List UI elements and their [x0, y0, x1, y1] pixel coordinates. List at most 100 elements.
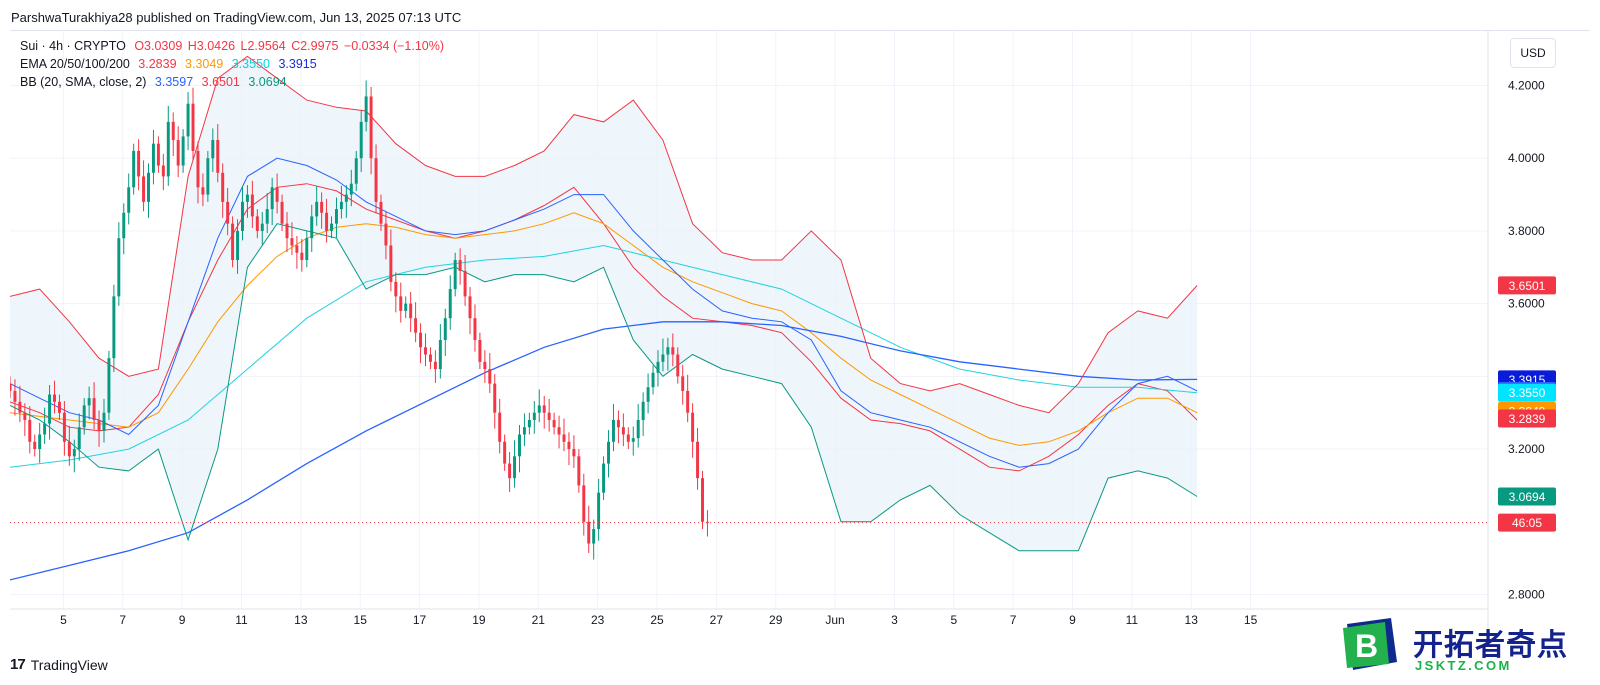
candle [23, 403, 27, 436]
price-tags: 3.65013.39153.35973.35503.30493.28393.06… [1498, 276, 1556, 532]
price-tick-label: 3.2000 [1508, 442, 1545, 456]
candle-body [240, 201, 244, 231]
candle-body [315, 201, 319, 217]
candle [102, 398, 106, 443]
candle [597, 478, 601, 541]
tradingview-logo[interactable]: 17 TradingView [10, 656, 108, 673]
candle-body [626, 434, 630, 442]
candle [696, 427, 700, 490]
candle-body [587, 521, 591, 544]
candle [87, 386, 91, 420]
candle [473, 304, 477, 352]
price-tag-label: 3.0694 [1509, 490, 1546, 504]
price-tag: 46:05 [1498, 513, 1556, 532]
candle-body [483, 361, 487, 370]
candle-body [448, 289, 452, 319]
candle-body [631, 438, 635, 442]
candle-body [616, 419, 620, 428]
ema100-value: 3.3550 [231, 57, 270, 71]
candle-body [463, 270, 467, 297]
candle-body [404, 303, 408, 311]
candle [621, 413, 625, 447]
candle [339, 185, 343, 219]
candle-body [67, 441, 71, 457]
candle-body [567, 441, 571, 450]
candle [315, 185, 319, 226]
candle [602, 456, 606, 500]
svg-text:B: B [1355, 628, 1378, 664]
line-ema-200 [10, 321, 1198, 581]
candle [631, 426, 635, 456]
candle [300, 238, 304, 272]
candle-body [419, 332, 423, 348]
candle [191, 87, 195, 161]
candle-body [438, 339, 442, 370]
candle-body [320, 201, 324, 213]
candle [359, 110, 363, 173]
candle-body [691, 412, 695, 442]
candle-body [602, 463, 606, 493]
bollinger-fill [10, 56, 1198, 551]
candle-body [28, 419, 32, 442]
candle [330, 216, 334, 239]
candle [424, 333, 427, 367]
candle [181, 129, 185, 173]
candle [236, 219, 240, 274]
candle-body [97, 419, 101, 431]
time-tick-label: 9 [1069, 613, 1076, 627]
candle [245, 185, 249, 218]
candle-body [532, 412, 536, 420]
publisher-caption: ParshwaTurakhiya28 published on TradingV… [11, 10, 462, 25]
candle [142, 160, 146, 212]
candle-body [191, 103, 195, 151]
candle [379, 194, 383, 231]
legend-ema[interactable]: EMA 20/50/100/200 3.2839 3.3049 3.3550 3… [20, 57, 322, 71]
candle [433, 350, 437, 383]
price-chart[interactable]: 2.80003.20003.40003.60003.80004.00004.20… [10, 31, 1590, 634]
candle [532, 401, 536, 434]
candle-body [572, 449, 576, 457]
candle [686, 374, 690, 423]
candle-body [666, 347, 670, 355]
candle [369, 86, 373, 175]
candle [656, 350, 660, 387]
time-tick-label: 5 [950, 613, 957, 627]
candle [443, 308, 447, 356]
time-tick-label: 21 [532, 613, 546, 627]
legend-bb[interactable]: BB (20, SMA, close, 2) 3.3597 3.6501 3.0… [20, 75, 292, 89]
line-bb-lower [10, 223, 1198, 552]
candle [206, 150, 210, 202]
candle-body [53, 394, 57, 402]
candle [117, 222, 121, 306]
high-value: H3.0426 [187, 39, 236, 53]
chart-frame[interactable]: 2.80003.20003.40003.60003.80004.00004.20… [10, 30, 1590, 634]
candle [701, 470, 704, 530]
price-tick-label: 3.8000 [1508, 224, 1545, 238]
currency-button[interactable]: USD [1510, 38, 1556, 68]
candle [607, 430, 611, 478]
symbol-label[interactable]: Sui · 4h · CRYPTO [20, 39, 126, 53]
change-value: −0.0334 (−1.10%) [343, 39, 445, 53]
candle [334, 197, 338, 238]
candle [567, 432, 571, 466]
candle-body [72, 449, 76, 457]
candle-body [290, 238, 294, 246]
candle-body [389, 245, 393, 282]
candle [290, 222, 294, 255]
candle [498, 398, 502, 454]
candle [186, 92, 190, 151]
candle [260, 212, 264, 245]
candle [270, 177, 274, 226]
candle-body [458, 260, 462, 271]
candle-body [597, 492, 601, 530]
candle [255, 209, 259, 239]
tradingview-mark-icon: 17 [10, 656, 26, 673]
candle-body [443, 318, 447, 340]
candle-body [369, 96, 373, 159]
candle-body [409, 303, 413, 319]
candle [468, 286, 472, 335]
candle-body [488, 369, 492, 384]
candle-body [10, 383, 12, 391]
candle [127, 173, 131, 225]
time-tick-label: 7 [119, 613, 126, 627]
